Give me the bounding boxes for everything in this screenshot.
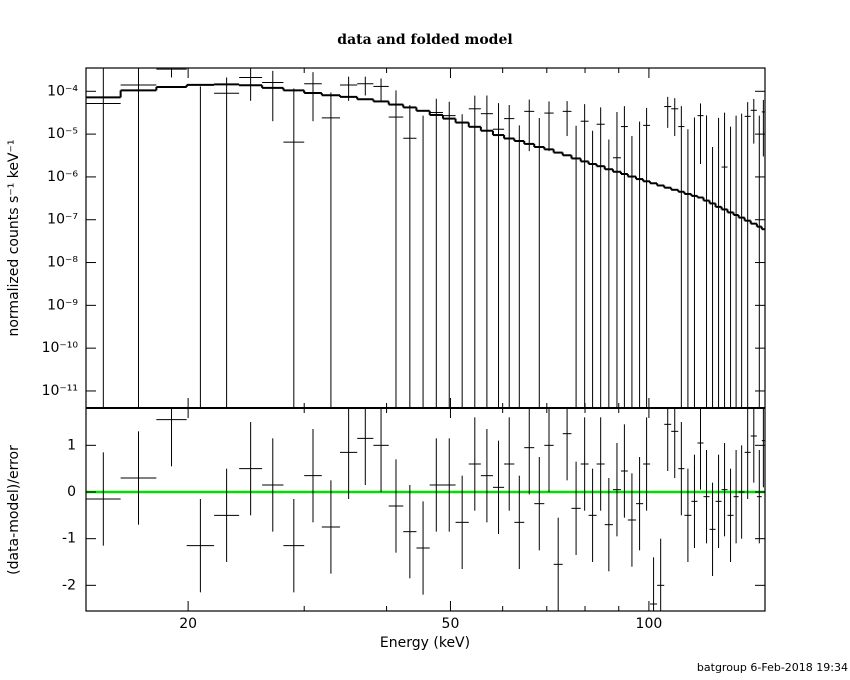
residual-tick-label: -2 [62, 577, 76, 593]
top-panel [86, 68, 765, 408]
y-tick-label: 10⁻¹¹ [42, 383, 78, 399]
x-tick-label: 50 [442, 616, 460, 632]
x-tick-label: 20 [179, 616, 197, 632]
y-tick-label: 10⁻⁶ [47, 169, 78, 185]
y-tick-label: 10⁻⁴ [47, 83, 78, 99]
footer: batgroup 6-Feb-2018 19:34 [697, 661, 848, 674]
x-axis-label: Energy (keV) [380, 635, 470, 651]
residual-tick-label: 0 [67, 484, 76, 500]
frame [85, 67, 766, 612]
chart-title: data and folded model [337, 32, 512, 48]
x-tick-label: 100 [636, 616, 663, 632]
y-tick-label: 10⁻⁷ [47, 212, 78, 228]
y-tick-label: 10⁻⁹ [47, 297, 78, 313]
residual-tick-label: -1 [62, 531, 76, 547]
residual-tick-label: 1 [67, 437, 76, 453]
axes: 20 50 100 10⁻⁴ 10⁻⁵ 10⁻⁶ 10⁻⁷ 10⁻⁸ 10⁻⁹ 10⁻¹⁰ 10⁻¹… [42, 67, 766, 632]
residual-axis-label: (data-model)/error [6, 445, 22, 575]
y-tick-label: 10⁻⁸ [47, 255, 78, 271]
y-tick-label: 10⁻¹⁰ [42, 340, 79, 356]
y-tick-label: 10⁻⁵ [47, 126, 78, 142]
y-axis-label: normalized counts s⁻¹ keV⁻¹ [6, 139, 22, 336]
bottom-panel [86, 408, 765, 611]
